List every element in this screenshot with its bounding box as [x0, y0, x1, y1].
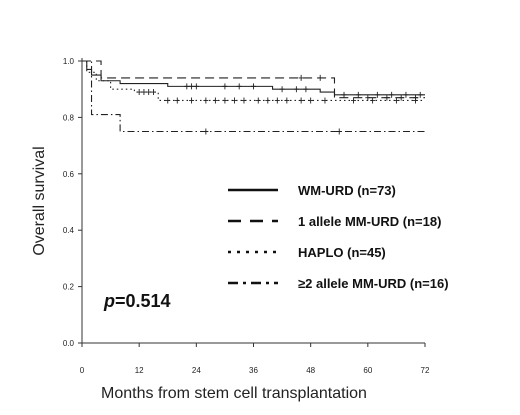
censor-mark	[141, 89, 147, 96]
y-tick-label: 0.0	[63, 339, 75, 348]
censor-mark	[341, 91, 347, 98]
censor-mark	[236, 83, 242, 90]
series-dashed	[82, 60, 425, 101]
censor-mark	[384, 94, 390, 101]
censor-mark	[374, 91, 380, 98]
censor-mark	[222, 97, 228, 104]
censor-mark	[231, 97, 237, 104]
x-tick-label: 0	[80, 366, 85, 375]
censor-mark	[241, 97, 247, 104]
axes: 0.0 0.2 0.4 0.6 0.8 1.0 0 12 24 36 48 60 72	[63, 57, 430, 375]
censor-mark	[174, 97, 180, 104]
y-tick-label: 0.8	[63, 113, 75, 122]
censor-mark	[298, 97, 304, 104]
censor-mark	[165, 97, 171, 104]
x-tick-label: 12	[135, 366, 144, 375]
censor-mark	[417, 91, 423, 98]
censor-mark	[255, 97, 261, 104]
censor-mark	[203, 128, 209, 135]
censor-mark	[284, 97, 290, 104]
censor-mark	[222, 83, 228, 90]
censor-mark	[365, 94, 371, 101]
series-dashdot	[82, 60, 425, 135]
censor-mark	[322, 97, 328, 104]
censor-mark	[355, 91, 361, 98]
legend-label: ≥2 allele MM-URD (n=16)	[298, 276, 449, 291]
legend: WM-URD (n=73) 1 allele MM-URD (n=18) HAPLO…	[228, 183, 449, 291]
survival-curves	[82, 60, 425, 135]
y-tick-label: 1.0	[63, 57, 75, 66]
censor-mark	[150, 89, 156, 96]
censor-mark	[412, 97, 418, 104]
censor-mark	[298, 74, 304, 81]
y-axis-title: Overall survival	[31, 146, 48, 255]
censor-mark	[279, 86, 285, 93]
censor-mark	[393, 97, 399, 104]
series-solid	[82, 60, 425, 98]
censor-mark	[274, 97, 280, 104]
censor-mark	[203, 97, 209, 104]
legend-label: HAPLO (n=45)	[298, 245, 386, 260]
y-tick-label: 0.2	[63, 283, 75, 292]
legend-item: ≥2 allele MM-URD (n=16)	[228, 276, 449, 291]
censor-mark	[351, 97, 357, 104]
x-tick-label: 36	[249, 366, 258, 375]
y-tick-label: 0.6	[63, 170, 75, 179]
censor-mark	[403, 91, 409, 98]
legend-item: WM-URD (n=73)	[228, 183, 396, 198]
x-tick-label: 60	[363, 366, 372, 375]
censor-mark	[308, 97, 314, 104]
x-axis-title: Months from stem cell transplantation	[101, 385, 367, 402]
censor-mark	[189, 97, 195, 104]
series-dotted	[82, 60, 425, 104]
censor-mark	[146, 89, 152, 96]
survival-line	[82, 60, 425, 133]
y-tick-label: 0.4	[63, 226, 75, 235]
legend-item: HAPLO (n=45)	[228, 245, 386, 260]
censor-mark	[251, 83, 256, 90]
p-value-annotation: p=0.514	[103, 291, 171, 311]
x-tick-label: 72	[421, 366, 430, 375]
censor-mark	[189, 83, 195, 90]
p-label: p	[103, 291, 115, 311]
censor-mark	[317, 74, 323, 81]
censor-mark	[212, 97, 218, 104]
survival-line	[82, 60, 425, 96]
legend-label: 1 allele MM-URD (n=18)	[298, 214, 441, 229]
censor-mark	[293, 86, 299, 93]
censor-mark	[370, 97, 376, 104]
censor-mark	[136, 89, 142, 96]
x-tick-label: 24	[192, 366, 201, 375]
survival-line	[82, 60, 425, 99]
p-value: =0.514	[115, 291, 171, 311]
censor-mark	[184, 83, 190, 90]
legend-label: WM-URD (n=73)	[298, 183, 396, 198]
censor-mark	[389, 91, 395, 98]
censor-mark	[265, 97, 271, 104]
censor-mark	[303, 86, 309, 93]
censor-mark	[336, 128, 342, 135]
legend-item: 1 allele MM-URD (n=18)	[228, 214, 441, 229]
censor-mark	[398, 94, 404, 101]
survival-line	[82, 60, 425, 102]
censor-mark	[193, 83, 199, 90]
x-tick-label: 48	[306, 366, 315, 375]
